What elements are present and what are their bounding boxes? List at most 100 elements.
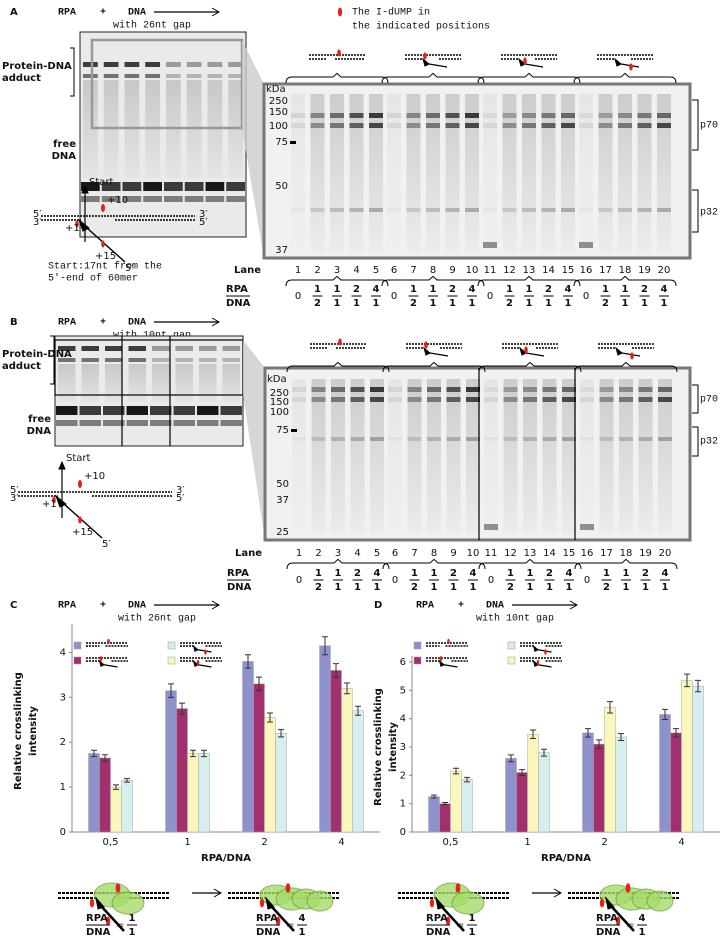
lane-number: 11	[485, 548, 498, 559]
gel-band	[580, 397, 594, 402]
bar	[461, 779, 473, 833]
y-axis-label: Relative crosslinking	[13, 672, 24, 790]
primer-arrow	[615, 346, 623, 356]
gel-band	[638, 387, 653, 392]
gel-band	[79, 420, 101, 426]
gel-band	[599, 437, 614, 441]
panel-label: B	[10, 317, 18, 328]
chart-title: DNA	[486, 601, 504, 612]
primer-arrow	[518, 57, 526, 67]
gel-band	[152, 346, 170, 351]
ratio-numerator: 1	[129, 913, 136, 924]
error-bar	[508, 754, 514, 763]
line	[525, 352, 545, 357]
bar	[198, 753, 210, 833]
gel-band	[369, 208, 383, 212]
ratio-numerator: 2	[449, 284, 456, 295]
ratio-denominator: 2	[603, 582, 610, 593]
bar	[516, 772, 528, 833]
bracket	[50, 335, 55, 385]
brace	[573, 275, 677, 287]
y-tick-label: 2	[400, 770, 406, 781]
gel-band	[523, 437, 537, 441]
marker-label: 100	[269, 121, 288, 132]
gel-smear	[311, 379, 326, 534]
gel-band	[598, 208, 613, 212]
gel-band	[175, 346, 193, 351]
lane-number: 20	[659, 548, 672, 559]
ratio-denominator: 1	[299, 927, 306, 938]
gel-band	[126, 406, 148, 415]
ratio-denominator: 1	[335, 582, 342, 593]
chart-subtitle: with 10nt gap	[476, 613, 554, 625]
lane-number: 4	[353, 265, 359, 276]
marker-label: 150	[270, 397, 289, 408]
iodo-dump-mark	[204, 649, 207, 655]
position-label: +15	[95, 251, 116, 262]
brace	[286, 558, 390, 570]
gel-smear	[522, 94, 536, 252]
iodo-dump-mark	[101, 240, 105, 248]
gel-band	[220, 406, 242, 415]
error-bar	[585, 728, 591, 738]
gel-band	[349, 208, 364, 212]
adduct-label: adduct	[2, 361, 41, 372]
gel-band	[173, 420, 195, 426]
ratio-numerator: 4	[469, 284, 476, 295]
x-tick-label: 2	[261, 837, 267, 848]
gel-band	[387, 113, 401, 118]
primer-arrow	[422, 57, 430, 67]
primer	[265, 896, 275, 910]
gel-smear	[562, 379, 576, 534]
strand-end: 3′	[199, 209, 208, 220]
gel-band	[166, 62, 181, 67]
brace	[382, 361, 486, 373]
gel-band	[222, 346, 240, 351]
brace	[573, 72, 677, 84]
strand-end: 5′	[176, 493, 185, 504]
ratio-denominator: 2	[411, 582, 418, 593]
gel-smear	[619, 379, 633, 534]
gel-band	[124, 74, 140, 78]
gel-smear	[331, 379, 345, 534]
gel-band	[657, 208, 671, 212]
iodo-dump-mark	[115, 883, 121, 893]
gel-smear	[502, 94, 517, 252]
error-bar	[113, 784, 119, 790]
ratio-denominator: 1	[374, 582, 381, 593]
legend-swatch	[507, 656, 516, 665]
lane-number: 17	[600, 548, 613, 559]
gel-smear	[388, 379, 402, 534]
ratio-denominator: 1	[622, 298, 629, 309]
ratio-denominator: 1	[566, 582, 573, 593]
gel-band	[562, 387, 576, 392]
ratio-denominator: 2	[506, 298, 513, 309]
line	[611, 906, 635, 932]
marker-label: 150	[269, 107, 288, 118]
line	[524, 63, 544, 68]
gel-band	[291, 208, 305, 212]
line	[537, 664, 552, 668]
primer-arrow	[192, 659, 199, 667]
gel-band	[657, 123, 671, 128]
gel-band	[184, 196, 204, 202]
gel-band	[79, 406, 101, 415]
gel-band	[466, 387, 480, 392]
lane-number: 8	[431, 548, 437, 559]
iodo-dump-mark	[107, 638, 110, 645]
gel-band	[310, 208, 325, 212]
gel-smear	[638, 379, 653, 534]
gel-band	[369, 123, 383, 128]
lane-number: 18	[619, 265, 632, 276]
arrow-head	[213, 888, 223, 898]
scheme-ratio-title: RPA	[596, 913, 618, 924]
lane-number: 3	[334, 265, 340, 276]
gel-band	[658, 437, 672, 441]
marker-label: 75	[276, 425, 289, 436]
gel-band	[186, 74, 202, 78]
lane-title: Lane	[235, 548, 262, 559]
lane-number: 13	[523, 265, 536, 276]
x-tick-label: 0,5	[443, 837, 459, 848]
iodo-dump-mark	[447, 638, 450, 645]
ratio-numerator: 1	[622, 284, 629, 295]
